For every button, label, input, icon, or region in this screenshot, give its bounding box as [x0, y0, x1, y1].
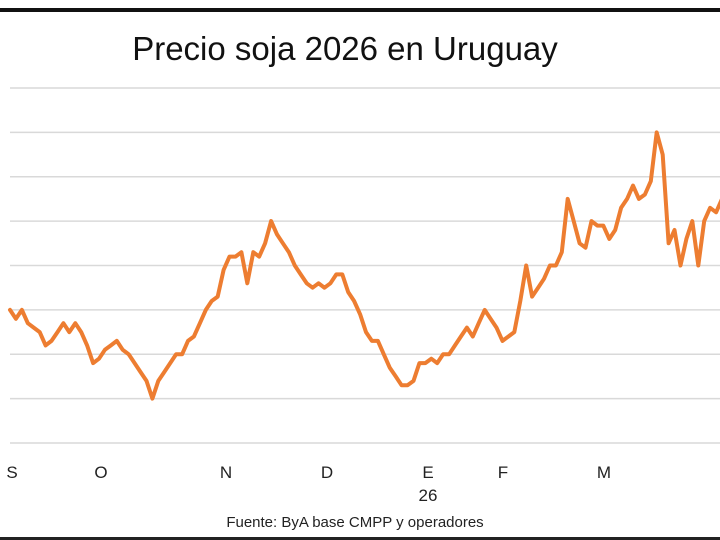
x-tick-label: E — [422, 463, 433, 482]
chart-title: Precio soja 2026 en Uruguay — [132, 30, 558, 67]
chart-source: Fuente: ByA base CMPP y operadores — [226, 514, 484, 531]
top-border — [0, 8, 720, 12]
x-tick-label: M — [597, 463, 611, 482]
x-sublabel-year: 26 — [418, 486, 438, 505]
x-tick-label: N — [220, 463, 232, 482]
bottom-border — [0, 537, 720, 540]
x-tick-label: D — [321, 463, 333, 482]
x-tick-label: S — [6, 463, 17, 482]
x-tick-label: O — [94, 463, 107, 482]
x-tick-label: F — [498, 463, 508, 482]
